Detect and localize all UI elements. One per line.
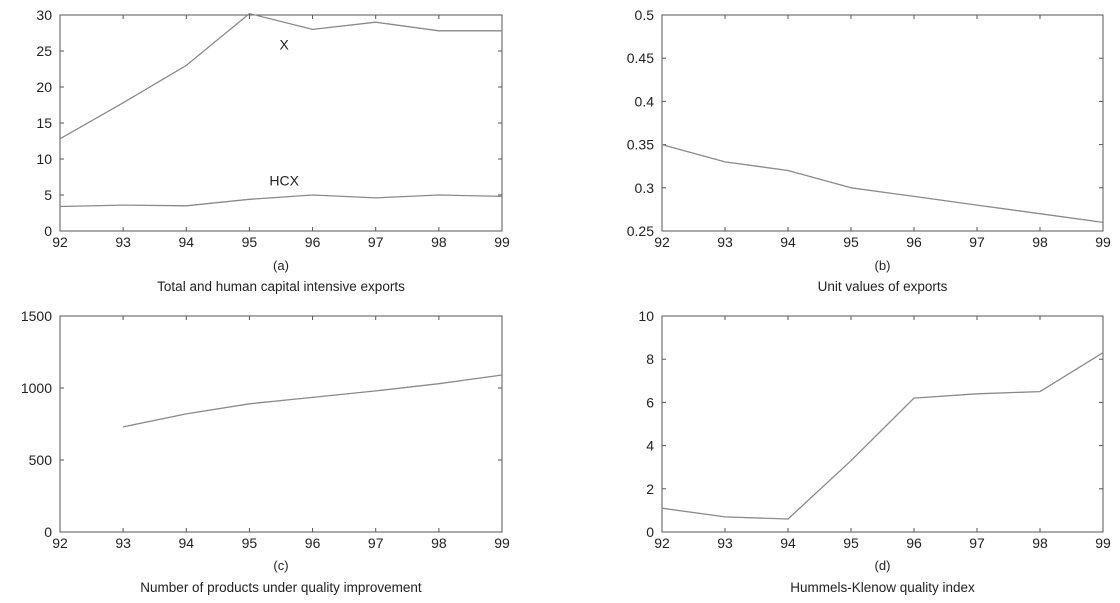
y-tick-label: 30 bbox=[36, 7, 52, 23]
x-tick-label: 96 bbox=[305, 535, 321, 551]
y-tick-label: 1000 bbox=[21, 380, 52, 396]
series-line-1 bbox=[661, 352, 1104, 520]
subplot-caption: Hummels-Klenow quality index bbox=[790, 580, 975, 595]
subplot-1: 92 93 94 95 96 97 98 99 0 5 10 15 20 25 30 X HCX (a) Total… bbox=[36, 7, 510, 294]
y-tick-label: 0.35 bbox=[627, 137, 654, 153]
x-tick-label: 97 bbox=[969, 234, 985, 250]
subplot-caption: Number of products under quality improve… bbox=[140, 580, 422, 595]
x-tick-label: 94 bbox=[178, 234, 194, 250]
subplot-caption: Total and human capital intensive export… bbox=[157, 279, 405, 294]
x-tick-label: 96 bbox=[906, 535, 922, 551]
y-tick-label: 0 bbox=[646, 524, 654, 540]
y-tick-label: 0.25 bbox=[627, 223, 654, 239]
series-label: HCX bbox=[269, 173, 299, 189]
y-tick-label: 25 bbox=[36, 43, 52, 59]
y-tick-label: 2 bbox=[646, 481, 654, 497]
x-tick-label: 97 bbox=[368, 535, 384, 551]
series-line-x bbox=[59, 12, 502, 140]
x-tick-label: 93 bbox=[717, 535, 733, 551]
x-tick-label: 98 bbox=[1032, 535, 1048, 551]
x-tick-label: 95 bbox=[242, 234, 258, 250]
series-line-1 bbox=[661, 143, 1104, 224]
x-tick-label: 98 bbox=[1032, 234, 1048, 250]
y-tick-label: 8 bbox=[646, 351, 654, 367]
subplot-label: (d) bbox=[875, 558, 891, 573]
x-tick-label: 94 bbox=[178, 535, 194, 551]
axes-frame bbox=[661, 14, 1104, 232]
subplot-3: 92 93 94 95 96 97 98 99 0 500 1000 1500 (c) Number of… bbox=[21, 308, 510, 595]
x-tick-label: 99 bbox=[494, 535, 510, 551]
axes-frame bbox=[59, 315, 503, 533]
series-label: X bbox=[279, 37, 289, 53]
subplot-4: 92 93 94 95 96 97 98 99 0 2 4 6 8 10 (d) Hummels-Klenow… bbox=[638, 308, 1111, 595]
y-tick-label: 6 bbox=[646, 394, 654, 410]
subplot-label: (b) bbox=[875, 258, 891, 273]
x-tick-label: 98 bbox=[431, 234, 447, 250]
y-tick-label: 0.3 bbox=[635, 180, 655, 196]
subplot-label: (a) bbox=[273, 258, 289, 273]
y-tick-label: 20 bbox=[36, 79, 52, 95]
x-tick-label: 94 bbox=[780, 234, 796, 250]
x-tick-label: 95 bbox=[242, 535, 258, 551]
y-tick-label: 1500 bbox=[21, 308, 52, 324]
x-tick-label: 97 bbox=[368, 234, 384, 250]
subplot-caption: Unit values of exports bbox=[818, 279, 948, 294]
y-tick-label: 10 bbox=[638, 308, 654, 324]
x-tick-label: 94 bbox=[780, 535, 796, 551]
x-tick-label: 93 bbox=[115, 535, 131, 551]
x-tick-label: 96 bbox=[305, 234, 321, 250]
x-tick-label: 92 bbox=[654, 234, 670, 250]
axes-frame bbox=[661, 315, 1104, 533]
y-tick-label: 4 bbox=[646, 438, 654, 454]
x-tick-label: 96 bbox=[906, 234, 922, 250]
y-tick-label: 0.5 bbox=[635, 7, 655, 23]
x-tick-label: 99 bbox=[1095, 234, 1111, 250]
y-tick-label: 5 bbox=[44, 187, 52, 203]
x-tick-label: 98 bbox=[431, 535, 447, 551]
y-tick-label: 500 bbox=[29, 452, 53, 468]
y-tick-label: 10 bbox=[36, 151, 52, 167]
x-tick-label: 99 bbox=[1095, 535, 1111, 551]
series-line-1 bbox=[122, 374, 503, 428]
y-tick-label: 0 bbox=[44, 223, 52, 239]
x-tick-label: 97 bbox=[969, 535, 985, 551]
x-tick-label: 95 bbox=[843, 234, 859, 250]
x-tick-label: 92 bbox=[52, 535, 68, 551]
series-line-hcx bbox=[59, 194, 503, 208]
y-tick-label: 0.4 bbox=[635, 93, 655, 109]
subplot-label: (c) bbox=[273, 558, 288, 573]
y-tick-label: 15 bbox=[36, 115, 52, 131]
subplot-2: 92 93 94 95 96 97 98 99 0.25 0.3 0.35 0.4 0.45 0.5 (b)… bbox=[627, 7, 1111, 294]
x-tick-label: 93 bbox=[717, 234, 733, 250]
x-tick-label: 99 bbox=[494, 234, 510, 250]
x-tick-label: 92 bbox=[52, 234, 68, 250]
x-tick-label: 92 bbox=[654, 535, 670, 551]
x-tick-label: 95 bbox=[843, 535, 859, 551]
y-tick-label: 0.45 bbox=[627, 50, 654, 66]
x-tick-label: 93 bbox=[115, 234, 131, 250]
y-tick-label: 0 bbox=[44, 524, 52, 540]
